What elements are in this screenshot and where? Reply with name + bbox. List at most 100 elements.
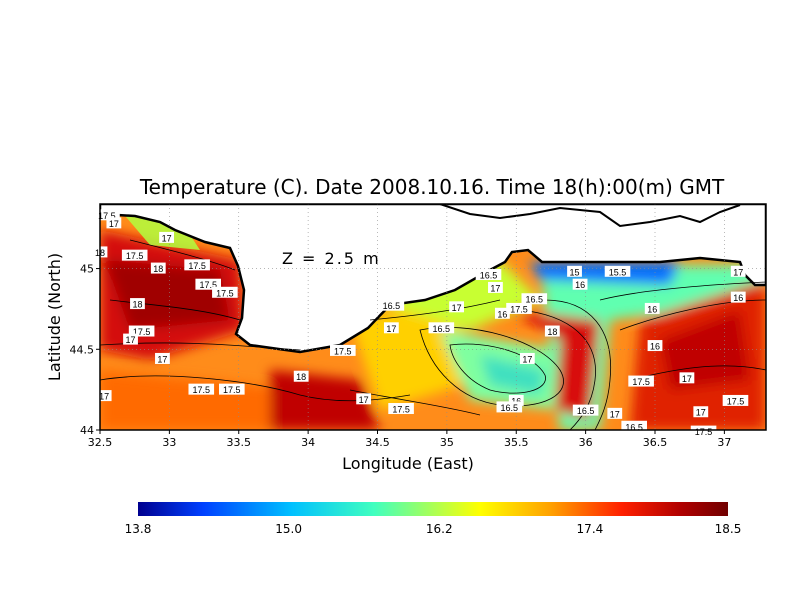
contour-label-value: 17 (682, 374, 692, 384)
contour-label-box (679, 372, 695, 384)
contour-label-value: 17.5 (334, 346, 352, 356)
contour-label-box (567, 265, 582, 277)
contour-label: 17.5 (219, 383, 245, 395)
x-tick-label: 33.5 (227, 436, 252, 449)
chart-title: Temperature (C). Date 2008.10.16. Time 1… (139, 175, 725, 199)
contour-label-value: 16.5 (480, 271, 498, 281)
contour-label-box (123, 333, 138, 345)
contour-label: 16.5 (621, 420, 647, 432)
colorbar (138, 502, 728, 516)
contour-label-value: 18 (153, 264, 163, 274)
contour-line (519, 309, 596, 430)
contour-label-value: 17 (162, 233, 172, 243)
x-tick-label: 37 (717, 436, 731, 449)
x-tick-label: 34 (301, 436, 315, 449)
contour-label-box (106, 217, 122, 229)
contour-label-value: 16.5 (501, 403, 519, 413)
contour-label-box (388, 403, 414, 415)
contour-label-value: 18 (296, 372, 306, 382)
contour-label-value: 16.5 (383, 301, 401, 311)
contour-line (544, 299, 612, 430)
contour-label-value: 17.5 (510, 304, 528, 314)
contour-label: 17 (488, 281, 503, 293)
central-cool-core (480, 355, 545, 395)
contour-label: 17 (449, 301, 464, 313)
x-axis-label: Longitude (East) (342, 454, 474, 473)
contour-label-box (121, 249, 148, 261)
contour-label: 15 (567, 265, 582, 277)
contour-label: 17.5 (128, 325, 155, 337)
contour-label-value: 16.5 (625, 422, 643, 432)
contour-label: 17.5 (188, 383, 215, 395)
contour-label-value: 17.5 (126, 251, 144, 261)
contour-label: 16.5 (572, 404, 599, 416)
contour-label-box (521, 293, 548, 305)
contour-label-box (519, 352, 535, 364)
contour-label: 16 (572, 278, 588, 290)
contour-label-value: 17 (522, 354, 532, 364)
contour-label-value: 17.5 (193, 385, 211, 395)
contour-label: 17.5 (690, 425, 717, 437)
contour-label-box (693, 406, 709, 418)
depth-annotation: Z = 2.5 m (282, 249, 381, 268)
contour-label: 17.5 (121, 249, 148, 261)
contour-label-box (155, 352, 170, 364)
contour-label-value: 15.5 (609, 267, 627, 277)
contour-label: 18 (130, 298, 145, 310)
contour-label: 15.5 (604, 265, 631, 277)
contour-label: 16.5 (521, 293, 548, 305)
contour-label-value: 18 (547, 327, 557, 337)
contour-label-box (647, 340, 663, 352)
contour-label: 17 (96, 390, 112, 402)
contour-label-box (428, 322, 455, 334)
contour-label: 17.5 (184, 259, 210, 271)
contour-label: 17 (123, 333, 138, 345)
contour-label-value: 16 (647, 304, 657, 314)
contour-label-box (293, 370, 309, 382)
colorbar-ticks: 13.8 15.0 16.2 17.4 18.5 (125, 522, 742, 536)
contour-label: 17 (679, 372, 695, 384)
contour-label-value: 17 (109, 219, 119, 229)
central-warm-arc (510, 310, 600, 420)
contour-label: 16.5 (378, 299, 405, 311)
colorbar-tick-label: 13.8 (125, 522, 152, 536)
contour-label-box (494, 307, 510, 319)
contour-line (369, 299, 501, 321)
contour-label-value: 17.5 (188, 261, 206, 271)
contour-label: 17 (155, 352, 170, 364)
contour-label-value: 17 (696, 408, 706, 418)
contour-label: 16 (494, 307, 510, 319)
contour-label-box (572, 278, 588, 290)
contour-label-box (94, 209, 120, 221)
x-tick-label: 36 (579, 436, 593, 449)
contour-label: 17 (159, 231, 174, 243)
contour-label: 17.5 (722, 394, 749, 406)
x-axis: 32.5 33 33.5 34 34.5 35 35.5 36 36.5 37 (88, 430, 731, 449)
contour-label: 17.5 (330, 344, 356, 356)
contour-label-box (219, 383, 245, 395)
contour-label-box (212, 286, 238, 298)
contour-label: 17 (693, 406, 709, 418)
contour-label-value: 17 (733, 267, 743, 277)
crimea-land (100, 204, 766, 354)
colorbar-tick-label: 18.5 (715, 522, 742, 536)
contour-line (619, 299, 766, 331)
contour-label: 17 (607, 407, 623, 419)
contour-label-value: 16 (733, 293, 743, 303)
x-tick-label: 33 (162, 436, 176, 449)
y-tick-label: 45 (80, 263, 94, 276)
y-axis: 44 44.5 45 (70, 263, 100, 437)
contour-label: 16.5 (496, 401, 523, 413)
contour-label-value: 17.5 (727, 396, 745, 406)
contour-label: 17.5 (195, 278, 222, 290)
contour-label: 18 (544, 325, 560, 337)
contour-line (419, 327, 564, 407)
contour-label-value: 17.5 (632, 377, 650, 387)
y-tick-label: 44.5 (70, 343, 95, 356)
contour-label-box (130, 298, 145, 310)
colorbar-tick-label: 16.2 (426, 522, 453, 536)
x-tick-label: 35 (440, 436, 454, 449)
contour-label-value: 17 (452, 303, 462, 313)
x-tick-label: 32.5 (88, 436, 113, 449)
contour-label-value: 17 (610, 409, 620, 419)
